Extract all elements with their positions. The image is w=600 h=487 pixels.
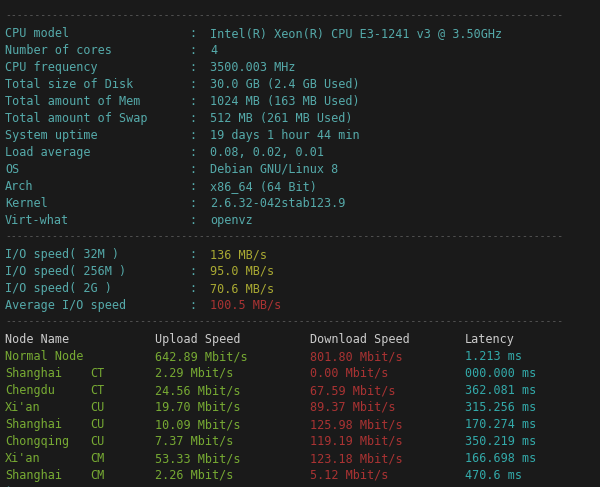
Text: 89.37 Mbit/s: 89.37 Mbit/s (310, 401, 395, 414)
Text: 123.18 Mbit/s: 123.18 Mbit/s (310, 452, 403, 465)
Text: Kernel: Kernel (5, 197, 48, 210)
Text: :: : (190, 44, 204, 57)
Text: :: : (190, 282, 204, 295)
Text: 4: 4 (210, 44, 217, 57)
Text: 53.33 Mbit/s: 53.33 Mbit/s (155, 452, 241, 465)
Text: --------------------------------------------------------------------------------: ----------------------------------------… (5, 231, 563, 241)
Text: Shanghai: Shanghai (5, 367, 62, 380)
Text: Debian GNU/Linux 8: Debian GNU/Linux 8 (210, 163, 338, 176)
Text: Xi'an: Xi'an (5, 401, 41, 414)
Text: 19 days 1 hour 44 min: 19 days 1 hour 44 min (210, 129, 359, 142)
Text: CU: CU (90, 401, 104, 414)
Text: Total size of Disk: Total size of Disk (5, 78, 133, 91)
Text: :: : (190, 27, 204, 40)
Text: :: : (190, 197, 204, 210)
Text: Upload Speed: Upload Speed (155, 333, 241, 346)
Text: CPU frequency: CPU frequency (5, 61, 98, 74)
Text: 19.70 Mbit/s: 19.70 Mbit/s (155, 401, 241, 414)
Text: :: : (190, 180, 204, 193)
Text: CT: CT (90, 384, 104, 397)
Text: 70.6 MB/s: 70.6 MB/s (210, 282, 274, 295)
Text: :: : (190, 112, 204, 125)
Text: 67.59 Mbit/s: 67.59 Mbit/s (310, 384, 395, 397)
Text: 136 MB/s: 136 MB/s (210, 248, 267, 261)
Text: Arch: Arch (5, 180, 34, 193)
Text: :: : (190, 146, 204, 159)
Text: 30.0 GB (2.4 GB Used): 30.0 GB (2.4 GB Used) (210, 78, 359, 91)
Text: CPU model: CPU model (5, 27, 69, 40)
Text: Download Speed: Download Speed (310, 333, 410, 346)
Text: Normal Node: Normal Node (5, 350, 83, 363)
Text: :: : (190, 265, 204, 278)
Text: ^C: ^C (5, 486, 19, 487)
Text: CU: CU (90, 435, 104, 448)
Text: 95.0 MB/s: 95.0 MB/s (210, 265, 274, 278)
Text: 170.274 ms: 170.274 ms (465, 418, 536, 431)
Text: CT: CT (90, 367, 104, 380)
Text: CU: CU (90, 418, 104, 431)
Text: CM: CM (90, 452, 104, 465)
Text: Average I/O speed: Average I/O speed (5, 299, 126, 312)
Text: CM: CM (90, 469, 104, 482)
Text: Node Name: Node Name (5, 333, 69, 346)
Text: 470.6 ms: 470.6 ms (465, 469, 522, 482)
Text: Chengdu: Chengdu (5, 384, 55, 397)
Text: :: : (190, 129, 204, 142)
Text: 1024 MB (163 MB Used): 1024 MB (163 MB Used) (210, 95, 359, 108)
Text: 24.56 Mbit/s: 24.56 Mbit/s (155, 384, 241, 397)
Text: 0.08, 0.02, 0.01: 0.08, 0.02, 0.01 (210, 146, 324, 159)
Text: Number of cores: Number of cores (5, 44, 112, 57)
Text: Chongqing: Chongqing (5, 435, 69, 448)
Text: x86_64 (64 Bit): x86_64 (64 Bit) (210, 180, 317, 193)
Text: :: : (190, 163, 204, 176)
Text: 100.5 MB/s: 100.5 MB/s (210, 299, 281, 312)
Text: I/O speed( 32M ): I/O speed( 32M ) (5, 248, 119, 261)
Text: Shanghai: Shanghai (5, 418, 62, 431)
Text: 1.213 ms: 1.213 ms (465, 350, 522, 363)
Text: Virt-what: Virt-what (5, 214, 69, 227)
Text: :: : (190, 299, 204, 312)
Text: Total amount of Mem: Total amount of Mem (5, 95, 140, 108)
Text: 000.000 ms: 000.000 ms (465, 367, 536, 380)
Text: :: : (190, 214, 204, 227)
Text: 7.37 Mbit/s: 7.37 Mbit/s (155, 435, 233, 448)
Text: Load average: Load average (5, 146, 91, 159)
Text: --------------------------------------------------------------------------------: ----------------------------------------… (5, 316, 563, 326)
Text: 2.6.32-042stab123.9: 2.6.32-042stab123.9 (210, 197, 346, 210)
Text: :: : (190, 78, 204, 91)
Text: 2.26 Mbit/s: 2.26 Mbit/s (155, 469, 233, 482)
Text: 315.256 ms: 315.256 ms (465, 401, 536, 414)
Text: 362.081 ms: 362.081 ms (465, 384, 536, 397)
Text: OS: OS (5, 163, 19, 176)
Text: System uptime: System uptime (5, 129, 98, 142)
Text: --------------------------------------------------------------------------------: ----------------------------------------… (5, 10, 563, 20)
Text: Total amount of Swap: Total amount of Swap (5, 112, 148, 125)
Text: Xi'an: Xi'an (5, 452, 41, 465)
Text: 5.12 Mbit/s: 5.12 Mbit/s (310, 469, 388, 482)
Text: :: : (190, 95, 204, 108)
Text: 166.698 ms: 166.698 ms (465, 452, 536, 465)
Text: :: : (190, 248, 204, 261)
Text: openvz: openvz (210, 214, 253, 227)
Text: 2.29 Mbit/s: 2.29 Mbit/s (155, 367, 233, 380)
Text: 801.80 Mbit/s: 801.80 Mbit/s (310, 350, 403, 363)
Text: 642.89 Mbit/s: 642.89 Mbit/s (155, 350, 248, 363)
Text: I/O speed( 256M ): I/O speed( 256M ) (5, 265, 126, 278)
Text: 512 MB (261 MB Used): 512 MB (261 MB Used) (210, 112, 353, 125)
Text: 3500.003 MHz: 3500.003 MHz (210, 61, 296, 74)
Text: 125.98 Mbit/s: 125.98 Mbit/s (310, 418, 403, 431)
Text: 350.219 ms: 350.219 ms (465, 435, 536, 448)
Text: 10.09 Mbit/s: 10.09 Mbit/s (155, 418, 241, 431)
Text: Latency: Latency (465, 333, 515, 346)
Text: :: : (190, 61, 204, 74)
Text: I/O speed( 2G ): I/O speed( 2G ) (5, 282, 112, 295)
Text: 119.19 Mbit/s: 119.19 Mbit/s (310, 435, 403, 448)
Text: Shanghai: Shanghai (5, 469, 62, 482)
Text: Intel(R) Xeon(R) CPU E3-1241 v3 @ 3.50GHz: Intel(R) Xeon(R) CPU E3-1241 v3 @ 3.50GH… (210, 27, 502, 40)
Text: 0.00 Mbit/s: 0.00 Mbit/s (310, 367, 388, 380)
